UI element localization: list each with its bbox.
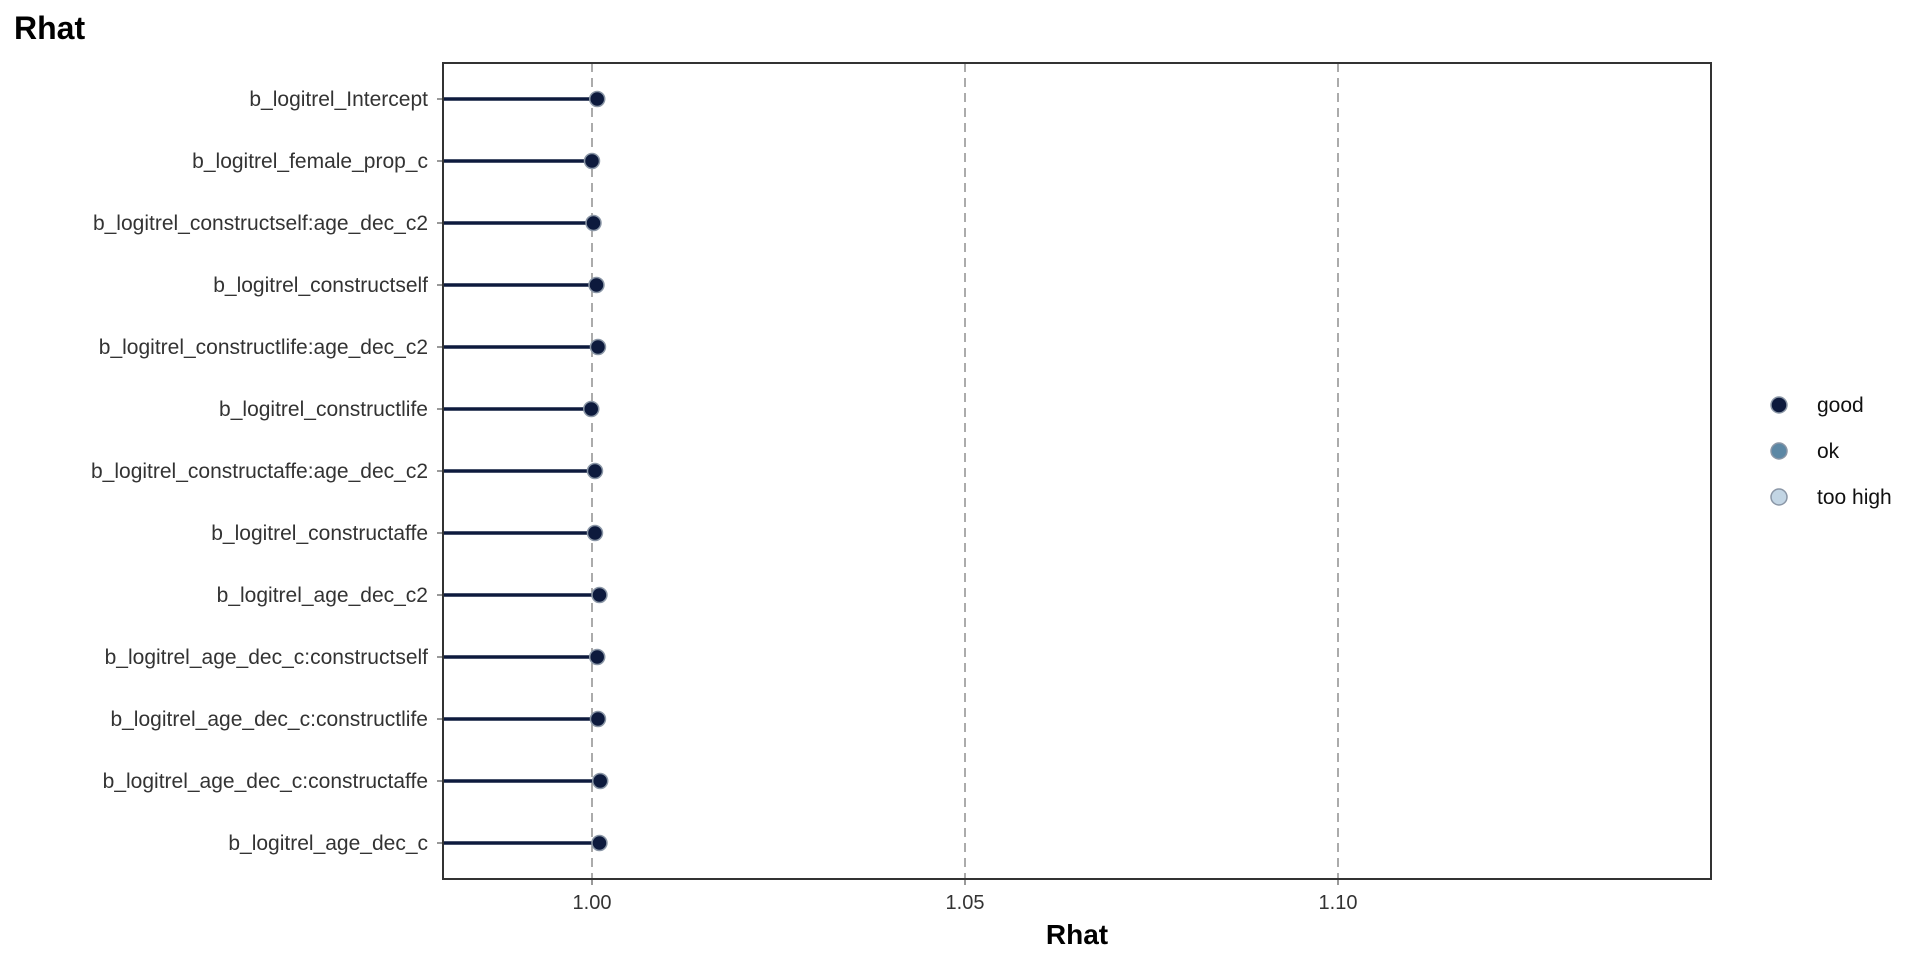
rhat-points [583,90,609,852]
rhat-point [586,462,604,480]
x-axis-ticks: 1.00 1.05 1.10 [573,879,1358,914]
y-tick-label: b_logitrel_constructlife:age_dec_c2 [99,336,428,359]
rhat-point [591,772,609,790]
legend-key [1770,396,1788,414]
y-tick-label: b_logitrel_age_dec_c [228,832,428,855]
rhat-point [586,524,604,542]
rhat-point [589,710,607,728]
rhat-point [585,214,602,232]
rhat-point [589,338,607,356]
rhat-point [588,90,606,108]
y-tick-label: b_logitrel_Intercept [249,88,428,111]
legend-key [1770,442,1788,460]
plot-panel-border [442,62,1712,880]
y-tick-label: b_logitrel_age_dec_c:constructlife [110,708,428,731]
reference-lines [591,63,1339,879]
y-tick-label: b_logitrel_constructself [213,274,428,297]
y-tick-label: b_logitrel_constructlife [219,398,428,421]
rhat-point [583,152,601,170]
rhat-point [588,648,606,666]
legend-label: ok [1817,440,1840,463]
legend: good ok too high [1770,394,1892,509]
y-tick-label: b_logitrel_age_dec_c:constructaffe [103,770,428,793]
y-tick-label: b_logitrel_age_dec_c:constructself [105,646,429,669]
y-axis-tick-labels: b_logitrel_Intercept b_logitrel_female_pr… [91,88,443,855]
y-tick-label: b_logitrel_constructself:age_dec_c2 [93,212,428,235]
x-tick-label: 1.00 [573,892,612,914]
legend-label: good [1817,394,1864,417]
rhat-point [591,834,608,852]
y-tick-label: b_logitrel_constructaffe [211,522,428,545]
rhat-point [588,276,605,294]
rhat-point [583,400,600,418]
x-tick-label: 1.05 [946,892,985,914]
rhat-segments [443,97,601,845]
rhat-point [591,586,608,604]
legend-label: too high [1817,486,1892,509]
y-tick-label: b_logitrel_age_dec_c2 [217,584,428,607]
chart-title: Rhat [14,10,85,46]
legend-key [1770,488,1788,506]
y-tick-label: b_logitrel_female_prop_c [192,150,428,173]
x-tick-label: 1.10 [1319,892,1358,914]
x-axis-label: Rhat [1046,919,1108,950]
y-tick-label: b_logitrel_constructaffe:age_dec_c2 [91,460,428,483]
